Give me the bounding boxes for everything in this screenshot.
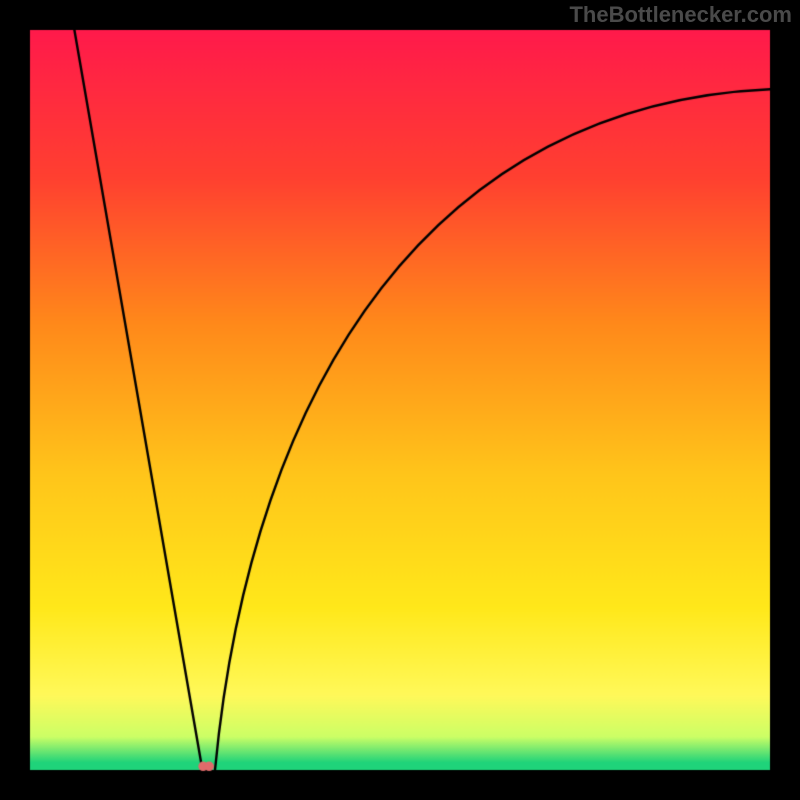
bottleneck-chart: TheBottlenecker.com — [0, 0, 800, 800]
chart-canvas — [0, 0, 800, 800]
